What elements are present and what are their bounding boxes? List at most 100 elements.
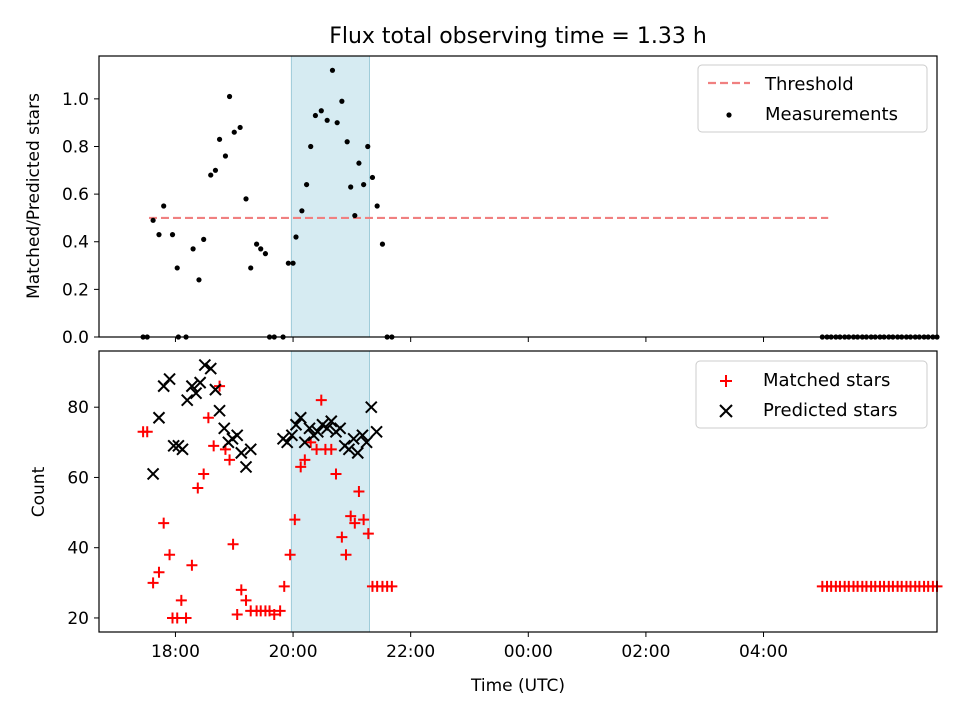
top-axes-frame [98,55,938,338]
matched-star-marker [325,443,337,455]
bottom-x-ticks: 18:00 20:00 22:00 00:00 02:00 04:00 [151,632,788,662]
measurement-point [348,184,354,190]
bottom-y-tick-label: 60 [67,468,89,488]
legend-predicted-swatch [719,404,733,418]
matched-star-marker [147,577,159,589]
measurement-point [324,117,330,123]
predicted-star-marker [146,467,160,481]
predicted-star-marker [347,432,360,446]
measurement-point [231,129,237,135]
measurement-point [352,212,358,219]
top-y-tick-label: 0.8 [62,137,89,157]
predicted-star-marker [333,422,347,435]
matched-star-marker [295,461,307,473]
top-legend-box [697,64,928,133]
measurement-point [293,234,299,240]
matched-star-marker [235,584,247,596]
measurement-point [334,120,340,126]
bottom-y-tick-label: 40 [67,539,89,559]
measurement-point [290,260,296,266]
predicted-star-marker [218,422,231,435]
top-y-tick-label: 0.6 [62,185,89,205]
bottom-legend: Matched stars Predicted stars [695,360,928,429]
matched-star-marker [278,580,290,592]
predicted-star-marker [244,443,257,456]
measurement-point [174,265,180,271]
bottom-x-tick-label: 00:00 [504,642,553,662]
predicted-star-marker [285,429,299,442]
top-x-ticks [174,337,765,342]
predicted-star-marker [189,386,203,400]
matched-star-marker [289,514,301,526]
bottom-y-tick-label: 20 [67,609,89,629]
measurement-point [156,232,162,238]
predicted-star-marker [185,379,199,393]
legend-measurements-label: Measurements [765,104,898,125]
measurement-point [196,277,202,283]
predicted-star-marker [365,400,378,414]
predicted-star-marker [230,429,244,442]
matched-star-marker [158,517,170,529]
measurement-point [212,167,219,173]
matched-star-marker [358,514,370,526]
measurement-point [344,139,350,145]
matched-star-marker [330,468,342,480]
matched-star-marker [353,486,365,497]
predicted-star-marker [176,443,189,456]
measurement-point [216,136,223,142]
measurement-point [161,203,167,209]
predicted-star-marker [289,418,303,431]
bottom-y-axis-label: Count [29,466,49,517]
top-y-tick-label: 0.2 [62,280,89,300]
measurement-point [329,67,336,73]
top-y-tick-label: 1.0 [62,90,89,110]
matched-star-marker [345,510,357,522]
bottom-x-tick-label: 04:00 [739,642,788,662]
matched-star-marker [164,549,176,561]
matched-star-marker [299,454,311,466]
matched-star-marker [315,394,327,406]
measurement-point [254,241,260,247]
measurement-point [318,108,324,114]
predicted-star-marker [280,436,294,449]
predicted-star-marker [235,446,248,460]
bottom-x-tick-label: 22:00 [386,642,435,662]
matched-star-marker [274,605,286,617]
matched-star-marker [192,482,204,494]
measurement-point [190,246,196,252]
measurement-point [339,98,345,104]
matched-star-marker [362,528,374,540]
matched-star-marker [153,566,165,578]
predicted-star-marker [239,460,253,474]
bottom-y-tick-label: 80 [67,398,89,418]
predicted-star-marker [163,372,176,386]
measurement-point [237,124,243,131]
predicted-star-marker [370,425,383,438]
matched-star-marker [284,549,296,561]
matched-star-marker [340,549,352,561]
observing-window-span [290,55,370,338]
highlight-span [290,55,370,338]
measurement-point [243,196,249,202]
measurement-point [365,143,371,150]
bottom-x-tick-label: 18:00 [151,642,200,662]
top-y-tick-label: 0.4 [62,233,89,253]
matched-star-marker [186,559,198,571]
matched-star-marker [240,594,252,606]
measurement-point [312,112,319,119]
matched-star-marker [386,580,398,592]
legend-matched-swatch [720,375,732,387]
predicted-star-marker [360,436,373,449]
legend-threshold-label: Threshold [764,74,854,95]
matched-star-marker [175,594,187,606]
legend-predicted-label: Predicted stars [763,400,897,421]
matched-star-marker [141,426,153,438]
predicted-star-marker [213,404,226,417]
bottom-legend-box [695,360,928,429]
matched-star-marker [208,440,220,452]
matched-star-marker [231,608,243,620]
measurement-point [285,260,291,266]
matched-star-marker [224,454,236,466]
measurement-point [379,241,386,247]
